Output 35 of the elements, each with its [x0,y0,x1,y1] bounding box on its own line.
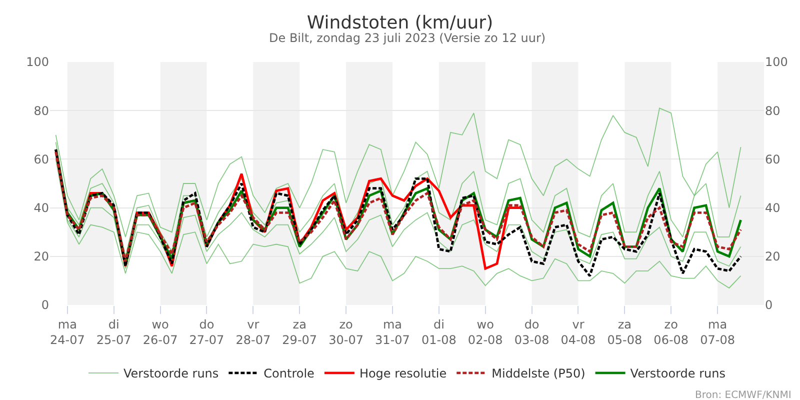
legend-label: Controle [264,366,314,381]
y2-tick-label: 100 [765,55,788,70]
y2-tick-label: 80 [765,104,780,118]
x-tick-label: ma 24-07 [50,317,85,347]
x-tick-label: za 29-07 [282,317,318,347]
x-tick-label: wo 02-08 [468,317,503,347]
x-tick-label: za 05-08 [607,317,642,347]
legend-label: Verstoorde runs [630,366,726,381]
chart-subtitle: De Bilt, zondag 23 juli 2023 (Versie zo 12 uur) [269,31,546,45]
y-tick-label: 20 [34,250,49,264]
x-tick-label: zo 30-07 [328,317,364,347]
y2-tick-label: 40 [765,201,780,215]
x-tick-label: ma 31-07 [375,317,410,347]
y-tick-label: 60 [34,152,49,166]
x-tick-label: wo 26-07 [142,317,178,347]
chart-title: Windstoten (km/uur) [306,12,494,34]
x-tick-label: di 25-07 [96,317,132,347]
y2-tick-label: 0 [765,298,773,312]
y-tick-label: 40 [34,201,49,215]
y2-tick-label: 20 [765,250,780,264]
x-tick-label: do 03-08 [514,317,550,347]
y2-tick-label: 60 [765,152,780,166]
legend-label: Hoge resolutie [359,366,447,381]
x-tick-label: do 27-07 [189,317,224,347]
legend-label: Middelste (P50) [492,366,586,381]
x-tick-label: vr 28-07 [236,317,271,347]
x-tick-label: vr 04-08 [560,317,596,347]
y-tick-label: 0 [41,298,49,312]
y-tick-label: 80 [34,104,49,118]
x-tick-label: zo 06-08 [654,317,689,347]
legend-label: Verstoorde runs [124,366,219,381]
x-tick-label: ma 07-08 [700,317,735,347]
y-tick-label: 100 [26,55,49,70]
x-tick-label: di 01-08 [421,317,456,347]
text: Bron: ECMWF/KNMI [695,390,792,400]
